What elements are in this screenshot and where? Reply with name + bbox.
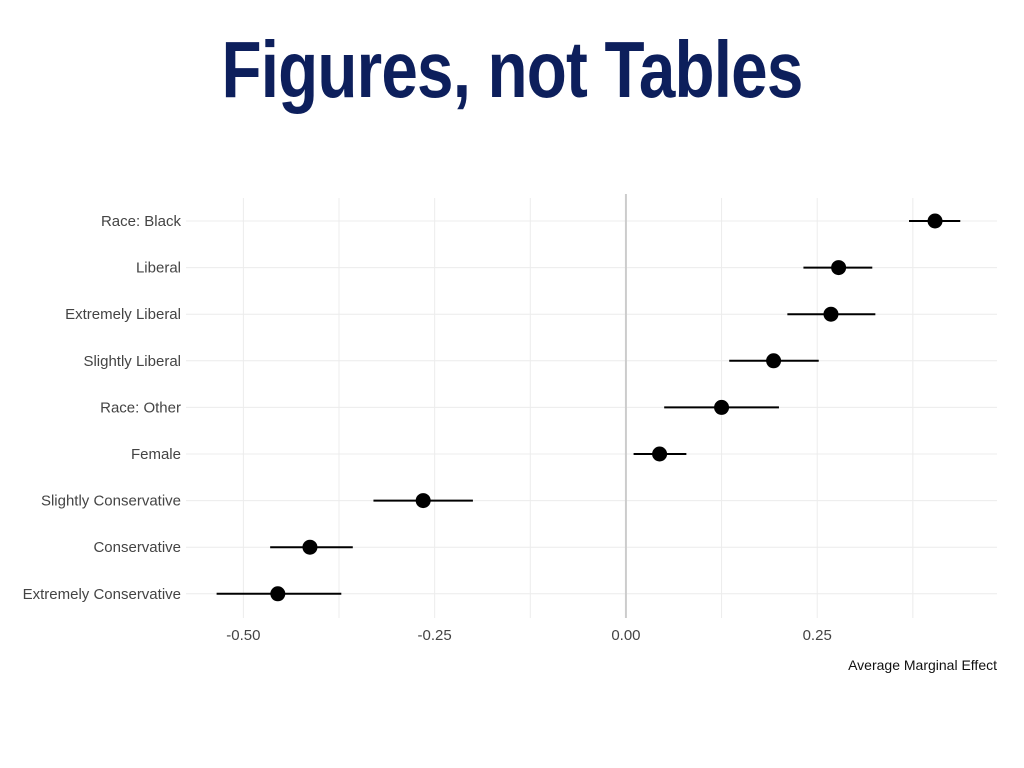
estimate-point — [714, 399, 730, 415]
y-tick-label: Female — [131, 446, 181, 463]
grid-layer — [186, 198, 997, 618]
estimate-point — [415, 493, 431, 509]
y-tick-label: Liberal — [136, 260, 181, 277]
slide-title: Figures, not Tables — [221, 25, 804, 114]
x-axis-title: Average Marginal Effect — [848, 657, 997, 673]
y-axis-labels: Race: Black Liberal Extremely Liberal Sligh… — [23, 213, 182, 603]
x-tick-label: 0.00 — [611, 627, 640, 644]
estimate-point — [927, 213, 943, 229]
x-tick-label: 0.25 — [803, 627, 832, 644]
y-tick-label: Race: Black — [101, 213, 182, 230]
y-tick-label: Slightly Liberal — [83, 353, 181, 370]
estimate-point — [766, 353, 782, 369]
x-axis-labels: -0.50 -0.25 0.00 0.25 — [226, 627, 832, 644]
y-tick-label: Extremely Liberal — [65, 306, 181, 323]
x-tick-label: -0.25 — [418, 627, 452, 644]
estimate-point — [652, 446, 668, 462]
y-tick-label: Slightly Conservative — [41, 493, 181, 510]
estimate-point — [831, 260, 847, 276]
y-tick-label: Extremely Conservative — [23, 586, 181, 603]
y-tick-label: Race: Other — [100, 399, 181, 416]
estimate-point — [270, 586, 286, 602]
estimate-point — [823, 306, 839, 322]
estimate-point — [302, 539, 318, 555]
x-tick-label: -0.50 — [226, 627, 260, 644]
marks-layer — [216, 213, 961, 602]
y-tick-label: Conservative — [93, 539, 181, 556]
